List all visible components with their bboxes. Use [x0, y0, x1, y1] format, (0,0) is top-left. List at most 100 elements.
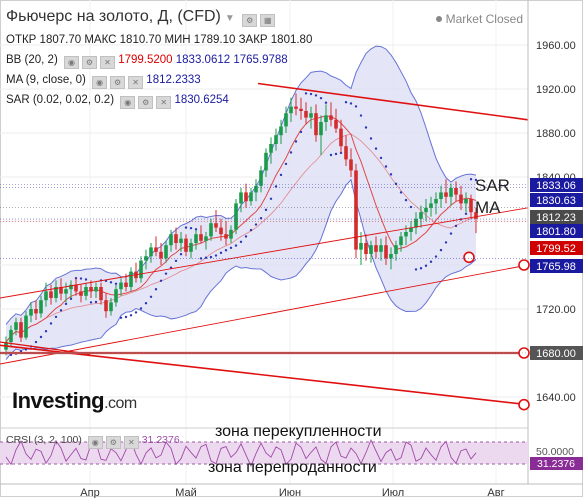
sar-dot — [294, 140, 298, 143]
parabolic-sar-dots — [9, 92, 478, 357]
sar-dot — [464, 212, 468, 215]
sar-dot — [314, 94, 318, 97]
trendline-resistance — [257, 82, 528, 121]
sar-dot — [194, 228, 198, 231]
close-icon[interactable]: ✕ — [123, 436, 139, 449]
ma-label: MA (9, close, 0) — [6, 74, 86, 86]
sar-dot — [329, 153, 333, 157]
candle-body — [454, 188, 458, 195]
close-icon[interactable]: ✕ — [99, 56, 115, 69]
sar-dot — [109, 281, 113, 284]
candle-body — [9, 329, 13, 342]
settings-icon[interactable]: ⚙ — [110, 76, 126, 89]
trendline-left-short — [0, 341, 91, 355]
price-label-text: 1799.52 — [536, 243, 576, 255]
candle-body — [209, 223, 213, 237]
sar-dot — [284, 162, 288, 166]
candle-body — [194, 234, 198, 243]
candle-body — [439, 192, 443, 199]
bb-upper-value: 1833.0612 — [175, 54, 231, 66]
sar-dot — [249, 228, 253, 232]
candle-body — [289, 106, 293, 114]
sar-dot — [84, 278, 88, 281]
indicator-row-bb[interactable]: BB (20, 2) ◉ ⚙ ✕ 1799.5200 1833.0612 1765.… — [6, 54, 288, 69]
eye-icon[interactable]: ◉ — [92, 76, 108, 89]
candle-body — [389, 254, 393, 259]
sar-dot — [184, 226, 188, 229]
sar-dot — [234, 244, 238, 247]
sar-dot — [144, 302, 148, 305]
rsi-header[interactable]: CRSI (3, 2, 100) ◉ ⚙ ✕ 31.2376 — [6, 434, 180, 449]
indicator-row-sar[interactable]: SAR (0.02, 0.02, 0.2) ◉ ⚙ ✕ 1830.6254 — [6, 94, 229, 109]
low-value: 1789.10 — [193, 34, 236, 46]
sar-dot — [139, 307, 143, 310]
settings-icon[interactable]: ⚙ — [81, 56, 97, 69]
sar-value: 1830.6254 — [174, 94, 229, 106]
candle-body — [339, 128, 343, 147]
bollinger-middle-line — [5, 133, 477, 343]
trendline-upper-channel — [0, 207, 528, 299]
candle-body — [459, 194, 463, 204]
candle-body — [24, 315, 28, 338]
eye-icon[interactable]: ◉ — [63, 56, 79, 69]
candle-body — [264, 152, 268, 171]
bb-lower-value: 1765.9788 — [233, 54, 288, 66]
candle-body — [199, 234, 203, 241]
sar-dot — [89, 301, 93, 304]
eye-icon[interactable]: ◉ — [120, 96, 136, 109]
grid-icon[interactable]: ▦ — [260, 14, 276, 27]
trendline-lower — [0, 344, 528, 406]
sar-dot — [324, 101, 328, 104]
sar-dot — [429, 260, 433, 263]
axis-marker-circle — [518, 398, 530, 411]
sar-dot — [174, 259, 178, 263]
sar-dot — [474, 178, 478, 182]
close-icon[interactable]: ✕ — [128, 76, 144, 89]
sar-dot — [49, 322, 53, 325]
y-tick-label: 1960.00 — [536, 40, 576, 52]
candle-body — [159, 251, 163, 259]
close-icon[interactable]: ✕ — [156, 96, 172, 109]
candle-body — [464, 199, 468, 204]
sar-dot — [359, 114, 363, 117]
sar-dot — [349, 102, 353, 105]
x-tick-label: Апр — [80, 487, 99, 498]
sar-dot — [214, 254, 218, 257]
ma-value: 1812.2333 — [146, 74, 201, 86]
candle-body — [299, 108, 303, 111]
candle-body — [149, 247, 153, 257]
sar-dot — [399, 191, 403, 194]
candle-body — [369, 245, 373, 254]
chevron-down-icon[interactable]: ▼ — [224, 13, 235, 24]
candle-body — [249, 192, 253, 202]
price-label-box — [530, 193, 583, 207]
logo-suffix: .com — [104, 395, 137, 412]
x-tick-label: Май — [175, 487, 197, 498]
candle-body — [404, 232, 408, 237]
x-tick-label: Июл — [382, 487, 404, 498]
sar-dot — [309, 92, 313, 96]
settings-icon[interactable]: ⚙ — [105, 436, 121, 449]
high-label: МАКС — [84, 34, 117, 46]
sar-dot — [424, 264, 428, 267]
indicator-row-ma[interactable]: MA (9, close, 0) ◉ ⚙ ✕ 1812.2333 — [6, 74, 201, 89]
candle-body — [279, 126, 283, 136]
sar-dot — [379, 156, 383, 160]
settings-icon[interactable]: ⚙ — [138, 96, 154, 109]
price-label-text: 1680.00 — [536, 348, 576, 360]
ohlc-row: ОТКР 1807.70 МАКС 1810.70 МИН 1789.10 ЗА… — [6, 34, 312, 46]
market-status: Market Closed — [435, 12, 523, 26]
candle-body — [394, 245, 398, 254]
eye-icon[interactable]: ◉ — [87, 436, 103, 449]
candle-body — [14, 322, 18, 330]
settings-icon[interactable]: ⚙ — [242, 14, 258, 27]
chart-title[interactable]: Фьючерс на золото, Д, (CFD) ▼ ⚙ ▦ — [6, 8, 276, 27]
candle-body — [399, 236, 403, 246]
price-label-text: 1765.98 — [536, 261, 576, 273]
candle-body — [99, 287, 103, 301]
candle-body — [259, 170, 263, 186]
candle-body — [164, 245, 168, 259]
sar-dot — [154, 288, 158, 291]
